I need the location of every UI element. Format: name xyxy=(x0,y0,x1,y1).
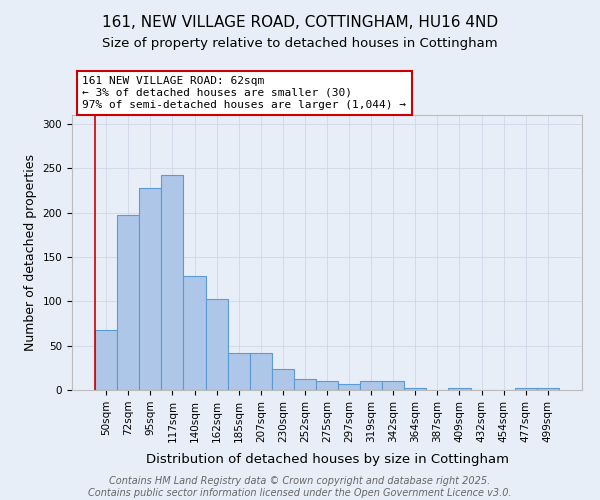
Text: Contains HM Land Registry data © Crown copyright and database right 2025.
Contai: Contains HM Land Registry data © Crown c… xyxy=(88,476,512,498)
Bar xyxy=(515,388,537,390)
Bar xyxy=(360,381,382,390)
Bar xyxy=(272,368,294,390)
Bar xyxy=(338,384,360,390)
Text: 161, NEW VILLAGE ROAD, COTTINGHAM, HU16 4ND: 161, NEW VILLAGE ROAD, COTTINGHAM, HU16 … xyxy=(102,15,498,30)
Bar xyxy=(294,380,316,390)
Bar xyxy=(206,298,227,390)
Bar xyxy=(537,388,559,390)
Bar xyxy=(161,176,184,390)
Bar xyxy=(184,276,206,390)
X-axis label: Distribution of detached houses by size in Cottingham: Distribution of detached houses by size … xyxy=(146,453,509,466)
Bar xyxy=(95,330,117,390)
Y-axis label: Number of detached properties: Number of detached properties xyxy=(24,154,37,351)
Bar xyxy=(250,352,272,390)
Bar xyxy=(316,381,338,390)
Bar xyxy=(139,188,161,390)
Text: 161 NEW VILLAGE ROAD: 62sqm
← 3% of detached houses are smaller (30)
97% of semi: 161 NEW VILLAGE ROAD: 62sqm ← 3% of deta… xyxy=(82,76,406,110)
Bar xyxy=(448,388,470,390)
Bar xyxy=(382,381,404,390)
Bar xyxy=(404,388,427,390)
Bar xyxy=(227,352,250,390)
Bar xyxy=(117,215,139,390)
Text: Size of property relative to detached houses in Cottingham: Size of property relative to detached ho… xyxy=(102,38,498,51)
